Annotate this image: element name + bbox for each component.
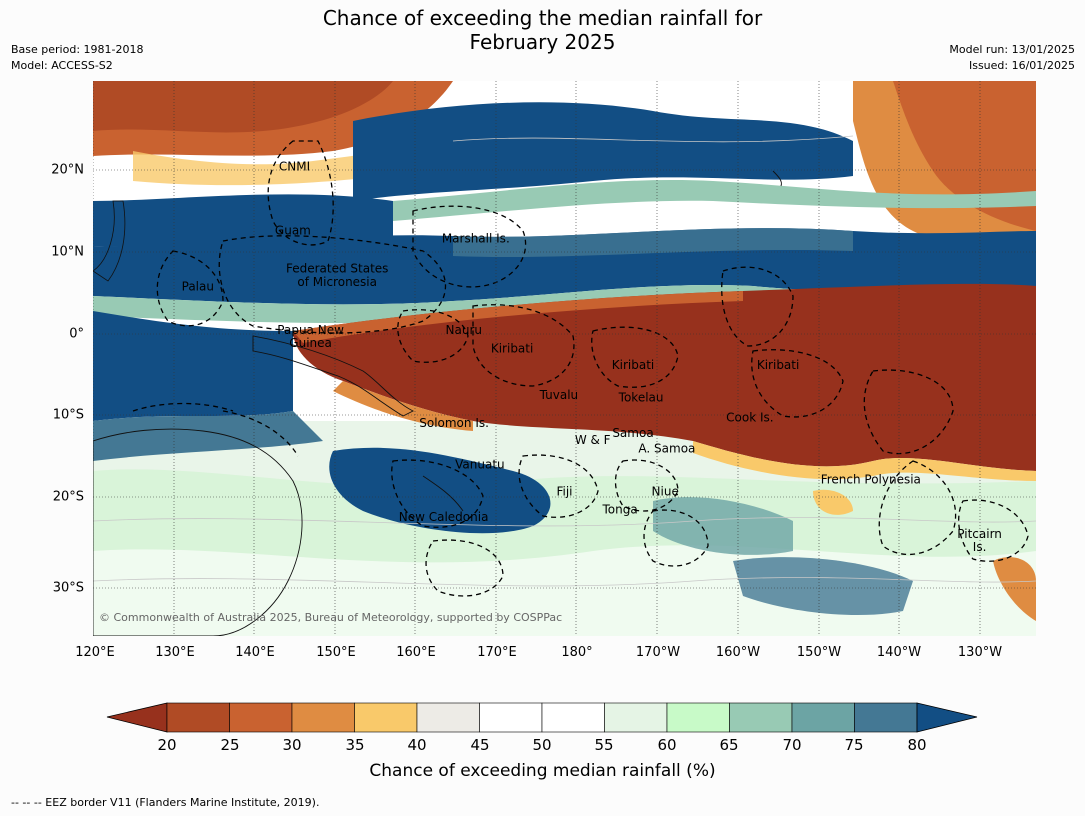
graticule	[93, 81, 1036, 636]
colorbar-cell	[479, 702, 543, 733]
colorbar-cell	[291, 702, 355, 733]
place-label: Niue	[652, 485, 679, 499]
place-label: Vanuatu	[455, 458, 505, 472]
lon-label: 120°E	[75, 645, 115, 660]
lon-label: 130°W	[957, 645, 1003, 660]
colorbar-tick: 75	[844, 736, 864, 754]
colorbar-tick: 65	[719, 736, 739, 754]
place-label: Fiji	[556, 485, 572, 499]
lat-label: 20°S	[52, 489, 84, 505]
meta-right: Model run: 13/01/2025 Issued: 16/01/2025	[949, 42, 1075, 74]
colorbar-cell	[791, 702, 855, 733]
model-name: Model: ACCESS-S2	[11, 59, 113, 72]
colorbar-over-arrow	[916, 702, 978, 733]
title-line-1: Chance of exceeding the median rainfall …	[322, 6, 763, 30]
eez-borders	[132, 140, 1029, 597]
place-label: Palau	[182, 280, 214, 294]
colorbar-cell	[729, 702, 793, 733]
colorbar-tick: 45	[470, 736, 490, 754]
eez-footnote: -- -- -- EEZ border V11 (Flanders Marine…	[11, 796, 320, 809]
colorbar-tick: 30	[282, 736, 302, 754]
lon-label: 180°	[561, 645, 593, 660]
place-label: Guinea	[289, 336, 332, 350]
place-label: Tokelau	[618, 391, 664, 405]
copyright-credit: © Commonwealth of Australia 2025, Bureau…	[99, 611, 562, 624]
lon-label: 130°E	[155, 645, 195, 660]
lat-label: 0°	[69, 326, 84, 342]
place-label: Pitcairn	[957, 527, 1002, 541]
place-label: Papua New	[277, 323, 344, 337]
place-label: Nauru	[446, 323, 482, 337]
place-label: Solomon Is.	[419, 416, 489, 430]
colorbar-tick: 50	[532, 736, 552, 754]
colorbar-under-arrow	[106, 702, 168, 733]
colorbar-tick: 60	[657, 736, 677, 754]
place-label: Tonga	[601, 503, 637, 517]
lat-label: 30°S	[52, 580, 84, 596]
place-label: W & F	[575, 433, 611, 447]
chart-title: Chance of exceeding the median rainfall …	[0, 6, 1085, 54]
colorbar-cell	[354, 702, 418, 733]
place-label: French Polynesia	[821, 472, 921, 486]
model-run: Model run: 13/01/2025	[949, 43, 1075, 56]
place-label: Cook Is.	[726, 410, 773, 424]
colorbar-tick: 40	[407, 736, 427, 754]
lat-label: 10°S	[52, 407, 84, 423]
place-label: Marshall Is.	[442, 232, 510, 246]
colorbar-cell	[604, 702, 668, 733]
place-label: Tuvalu	[539, 388, 579, 402]
lon-label: 150°W	[796, 645, 842, 660]
lat-label: 20°N	[51, 162, 84, 178]
lon-label: 160°E	[396, 645, 436, 660]
place-label: of Micronesia	[297, 275, 377, 289]
colorbar-cells	[166, 702, 918, 733]
lon-label: 160°W	[715, 645, 761, 660]
colorbar-tick: 35	[345, 736, 365, 754]
meta-left: Base period: 1981-2018 Model: ACCESS-S2	[11, 42, 143, 74]
lon-label: 140°E	[235, 645, 275, 660]
colorbar-tick: 25	[220, 736, 240, 754]
colorbar-cell	[229, 702, 293, 733]
colorbar-cell	[541, 702, 605, 733]
colorbar-tick: 55	[594, 736, 614, 754]
place-label: Is.	[973, 540, 987, 554]
place-label: CNMI	[279, 160, 310, 174]
colorbar-tick: 80	[907, 736, 927, 754]
base-period: Base period: 1981-2018	[11, 43, 144, 56]
place-label: Samoa	[612, 426, 653, 440]
colorbar-cell	[666, 702, 730, 733]
issued-date: Issued: 16/01/2025	[968, 59, 1075, 72]
title-line-2: February 2025	[469, 30, 616, 54]
place-label: Kiribati	[491, 342, 533, 356]
colorbar-cell	[854, 702, 918, 733]
place-label: New Caledonia	[399, 510, 489, 524]
colorbar	[106, 702, 978, 733]
lon-label: 170°W	[635, 645, 681, 660]
colorbar-label: Chance of exceeding median rainfall (%)	[369, 761, 716, 781]
colorbar-tick: 20	[157, 736, 177, 754]
place-label: Kiribati	[612, 358, 654, 372]
lon-label: 140°W	[876, 645, 922, 660]
colorbar-cell	[416, 702, 480, 733]
colorbar-tick: 70	[782, 736, 802, 754]
lon-label: 170°E	[477, 645, 517, 660]
place-label: Guam	[275, 223, 311, 237]
place-label: Federated States	[286, 262, 388, 276]
place-label: Kiribati	[757, 358, 799, 372]
colorbar-cell	[166, 702, 230, 733]
lon-label: 150°E	[316, 645, 356, 660]
place-label: A. Samoa	[638, 441, 695, 455]
lat-label: 10°N	[51, 244, 84, 260]
